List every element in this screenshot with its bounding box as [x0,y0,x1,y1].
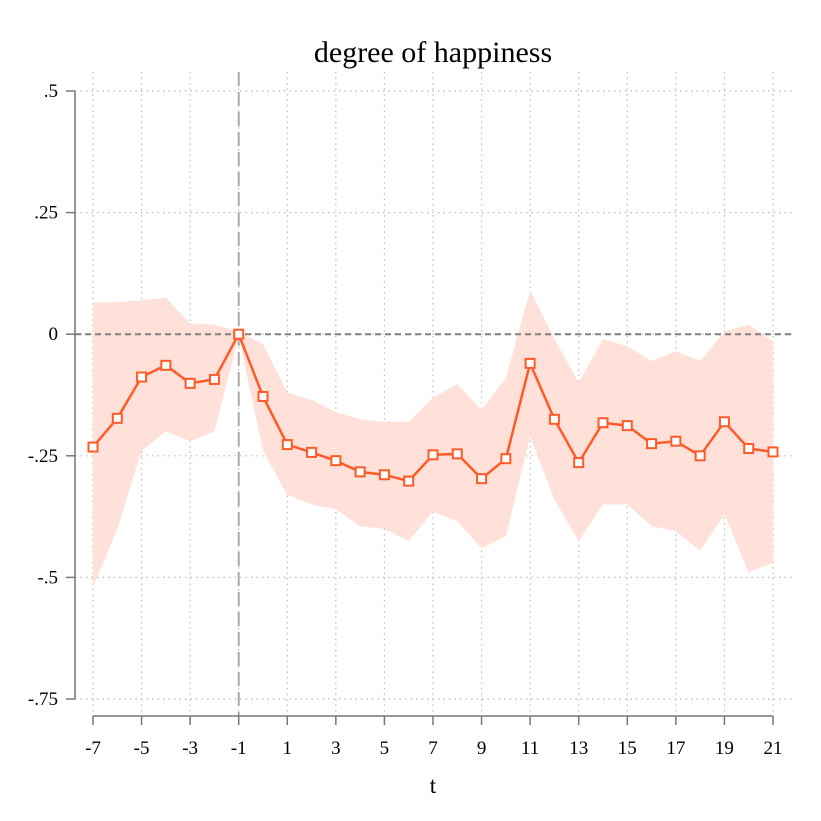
data-point [378,469,390,481]
x-tick-label: 5 [380,738,390,759]
y-tick-label: .5 [44,81,58,102]
data-point [524,357,536,369]
chart-title: degree of happiness [314,36,552,69]
data-point [694,450,706,462]
data-point [160,359,172,371]
data-point [111,412,123,424]
data-point [476,473,488,485]
data-point [500,453,512,465]
reference-lines [75,72,792,716]
y-tick-label: .25 [34,203,58,224]
y-tick-label: -.5 [37,567,58,588]
data-point [208,373,220,385]
x-tick-label: 13 [569,738,588,759]
x-tick-label: -5 [134,738,150,759]
x-tick-label: 9 [477,738,487,759]
data-point [330,455,342,467]
x-tick-label: 1 [283,738,293,759]
x-axis-label: t [430,773,437,798]
y-tick-label: -.75 [28,689,58,710]
x-tick-label: 19 [715,738,734,759]
data-point [281,439,293,451]
x-tick-label: 7 [428,738,438,759]
data-point [718,416,730,428]
data-point [427,449,439,461]
data-point [743,443,755,455]
data-point [233,328,245,340]
y-tick-label: -.25 [28,446,58,467]
x-tick-label: 21 [764,738,783,759]
x-tick-label: 17 [666,738,685,759]
data-point [87,441,99,453]
y-tick-label: 0 [49,324,59,345]
x-tick-label: 15 [618,738,637,759]
data-point [767,446,779,458]
data-point [621,420,633,432]
x-tick-label: -7 [85,738,101,759]
data-point [184,377,196,389]
data-point [306,446,318,458]
x-tick-label: -1 [231,738,247,759]
data-point [403,475,415,487]
data-point [646,438,658,450]
data-point [136,371,148,383]
data-point [573,457,585,469]
data-point [548,413,560,425]
x-tick-label: 11 [521,738,539,759]
data-point [670,435,682,447]
data-point [451,448,463,460]
x-tick-label: 3 [331,738,341,759]
data-point [257,390,269,402]
data-markers [87,328,779,487]
axes: .5.250-.25-.5-.75-7 -5 -3 -1 1 3 5 7 9 11 13 15 17 19… [28,81,783,759]
data-point [597,417,609,429]
data-point [354,466,366,478]
confidence-band [93,290,773,588]
x-tick-label: -3 [182,738,198,759]
